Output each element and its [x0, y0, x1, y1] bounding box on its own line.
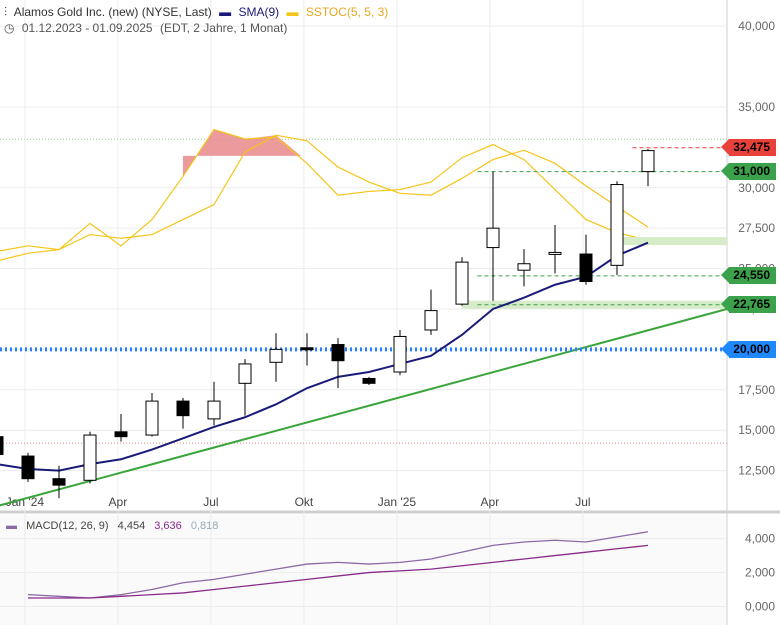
instrument-title: Alamos Gold Inc. (new) (NYSE, Last): [13, 5, 212, 19]
x-tick-label: Jul: [575, 495, 590, 509]
candle: [362, 377, 376, 384]
x-tick-label: Jan '25: [378, 495, 417, 509]
trendline: [0, 308, 728, 507]
macd-value: 4,454: [117, 520, 146, 532]
x-tick-label: Apr: [481, 495, 500, 509]
candle: [21, 455, 35, 480]
price-tag: 31,000: [721, 163, 776, 181]
macd-legend-marker: ▬: [6, 520, 17, 532]
hist-value: 0,818: [190, 520, 219, 532]
chart-subheader: ◷ 01.12.2023 - 01.09.2025 (EDT, 2 Jahre,…: [4, 21, 291, 35]
price-tag: 24,550: [721, 267, 776, 285]
candle: [0, 436, 4, 455]
macd-tick-label: 0,000: [745, 600, 775, 614]
candle: [176, 400, 190, 417]
sma-legend[interactable]: SMA(9): [238, 5, 280, 19]
signal-line: [28, 544, 649, 599]
macd-tick-label: 2,000: [745, 566, 775, 580]
range-detail: (EDT, 2 Jahre, 1 Monat): [159, 21, 288, 35]
price-tag: 20,000: [721, 340, 776, 358]
x-tick-label: Jan '24: [6, 495, 45, 509]
sstoc-legend[interactable]: SSTOC(5, 5, 3): [305, 5, 389, 19]
sstoc-k-line: [0, 128, 649, 252]
candle: [548, 251, 562, 255]
y-tick-label: 12,500: [738, 464, 775, 478]
candle: [114, 431, 128, 438]
candle: [517, 263, 531, 271]
price-tag: 22,765: [721, 296, 776, 314]
candle: [641, 150, 655, 173]
sma-legend-marker: ▬: [219, 5, 232, 19]
y-tick-label: 15,000: [738, 423, 775, 437]
y-tick-label: 17,500: [738, 383, 775, 397]
macd-line: [27, 531, 649, 599]
support-zone-26700: [623, 237, 727, 246]
sstoc-legend-marker: ▬: [286, 5, 299, 19]
candle: [579, 253, 593, 283]
candle: [610, 184, 624, 266]
y-tick-label: 27,500: [738, 221, 775, 235]
candle: [145, 400, 159, 436]
signal-value: 3,636: [154, 520, 182, 532]
chart-header: ⫶ Alamos Gold Inc. (new) (NYSE, Last) ▬ …: [4, 5, 392, 20]
date-range: 01.12.2023 - 01.09.2025: [21, 21, 153, 35]
candle: [424, 310, 438, 331]
candle: [52, 478, 66, 486]
candle: [300, 347, 314, 351]
sstoc-d-line: [0, 134, 649, 261]
y-tick-label: 35,000: [738, 100, 775, 114]
candle: [83, 434, 97, 481]
candle: [331, 344, 345, 362]
sma-line: [0, 241, 649, 472]
candle: [455, 261, 469, 305]
y-tick-label: 30,000: [738, 181, 775, 195]
candle: [486, 227, 500, 249]
chart-type-icon[interactable]: ⫶: [4, 5, 8, 19]
x-tick-label: Jul: [203, 495, 218, 509]
x-tick-label: Okt: [295, 495, 314, 509]
y-tick-label: 40,000: [738, 19, 775, 33]
support-zone-22765: [462, 300, 727, 309]
x-tick-label: Apr: [109, 495, 128, 509]
candle: [238, 363, 252, 384]
clock-icon: ◷: [4, 21, 15, 35]
candle: [393, 335, 407, 373]
candle: [207, 400, 221, 420]
macd-tick-label: 4,000: [745, 532, 775, 546]
candle: [269, 348, 283, 363]
macd-name: MACD(12, 26, 9): [26, 520, 109, 532]
macd-legend[interactable]: ▬ MACD(12, 26, 9) 4,454 3,636 0,818: [6, 520, 224, 532]
price-tag: 32,475: [721, 139, 776, 157]
overbought-zone: [183, 129, 301, 177]
